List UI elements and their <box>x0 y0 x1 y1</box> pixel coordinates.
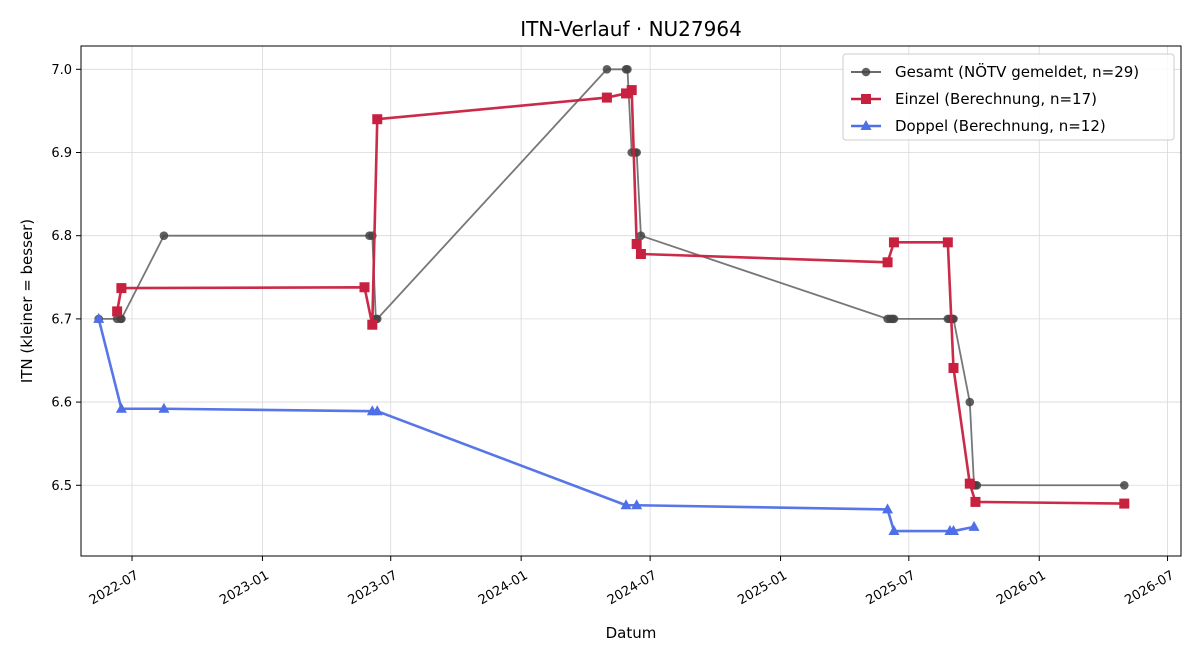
data-point-gesamt <box>1119 480 1129 490</box>
data-point-gesamt <box>623 64 632 74</box>
data-point-einzel <box>112 306 123 317</box>
plot-frame <box>80 45 1182 557</box>
chart-title: ITN-Verlauf · NU27964 <box>520 17 742 41</box>
data-point-einzel <box>601 92 612 103</box>
data-point-doppel <box>968 520 980 531</box>
data-point-doppel <box>158 402 170 413</box>
data-point-einzel <box>964 478 975 489</box>
data-point-gesamt <box>889 314 899 324</box>
series-layer <box>93 64 1130 536</box>
data-point-doppel <box>620 499 632 510</box>
data-point-gesamt <box>159 231 169 240</box>
data-point-doppel <box>631 499 643 510</box>
data-point-einzel <box>372 114 383 125</box>
data-point-einzel <box>635 248 646 259</box>
x-tick-label: 2025-07 <box>864 568 919 608</box>
data-point-gesamt <box>117 314 126 324</box>
data-point-einzel <box>942 237 953 248</box>
series-doppel <box>93 312 980 536</box>
data-point-einzel <box>367 319 378 330</box>
data-point-doppel <box>371 405 383 416</box>
data-point-doppel <box>888 525 900 536</box>
data-point-doppel <box>93 312 105 323</box>
x-tick-label: 2022-07 <box>87 568 142 608</box>
axis-ticks: 6.5 6.6 6.7 6.8 6.9 7.0 2022-07 2023-01 2023-07 2… <box>51 63 1177 608</box>
data-point-einzel <box>1119 498 1130 509</box>
x-axis-label: Datum <box>606 624 657 642</box>
data-point-einzel <box>948 362 959 373</box>
x-tick-label: 2023-01 <box>217 568 272 608</box>
series-line-doppel <box>97 318 975 533</box>
data-point-doppel <box>882 503 894 514</box>
legend-marker-doppel <box>860 120 872 130</box>
data-point-einzel <box>621 88 632 99</box>
y-tick-label: 6.8 <box>51 229 72 244</box>
data-point-einzel <box>882 257 893 268</box>
data-point-einzel <box>970 496 981 507</box>
data-point-gesamt <box>636 231 646 240</box>
y-tick-label: 6.7 <box>51 312 72 327</box>
series-einzel <box>112 85 1130 509</box>
data-point-einzel <box>888 237 899 248</box>
legend-box <box>842 53 1175 141</box>
legend: Gesamt (NÖTV gemeldet, n=29) Einzel (Bere… <box>842 53 1175 141</box>
x-tick-label: 2025-01 <box>735 568 790 608</box>
data-point-einzel <box>116 283 127 294</box>
data-point-gesamt <box>965 397 975 407</box>
x-tick-label: 2026-01 <box>994 568 1049 608</box>
legend-label-gesamt: Gesamt (NÖTV gemeldet, n=29) <box>895 62 1139 81</box>
data-point-gesamt <box>602 64 612 74</box>
legend-marker-gesamt <box>861 67 871 77</box>
data-point-einzel <box>631 239 642 250</box>
x-tick-label: 2023-07 <box>346 568 401 608</box>
y-tick-label: 7.0 <box>51 63 72 78</box>
legend-label-doppel: Doppel (Berechnung, n=12) <box>895 117 1106 135</box>
data-point-doppel <box>115 402 127 413</box>
y-tick-label: 6.9 <box>51 146 72 161</box>
x-tick-label: 2024-07 <box>605 568 660 608</box>
data-point-einzel <box>359 282 370 293</box>
legend-marker-einzel <box>861 94 871 104</box>
y-axis-label: ITN (kleiner = besser) <box>18 219 36 383</box>
data-point-doppel <box>947 525 959 536</box>
data-point-einzel <box>626 85 637 96</box>
y-tick-label: 6.6 <box>51 396 72 411</box>
x-tick-label: 2026-07 <box>1122 568 1177 608</box>
x-tick-label: 2024-01 <box>476 568 531 608</box>
legend-label-einzel: Einzel (Berechnung, n=17) <box>895 90 1097 108</box>
y-tick-label: 6.5 <box>51 479 72 494</box>
